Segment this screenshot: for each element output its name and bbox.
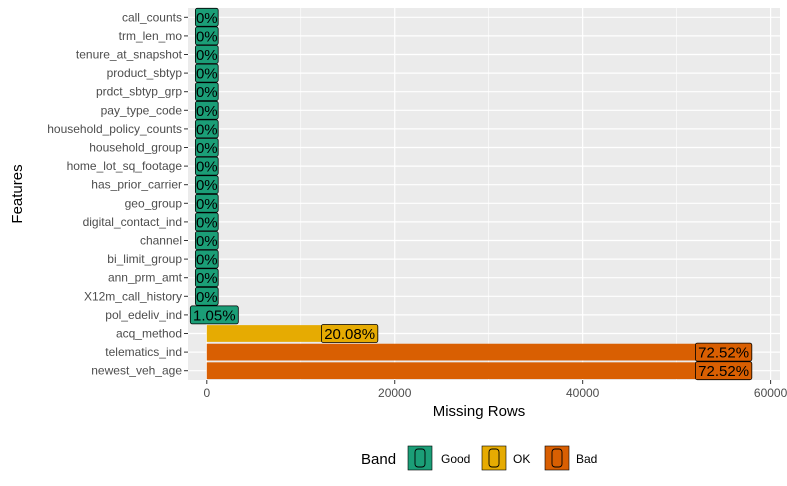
y-tick-label-ann_prm_amt: ann_prm_amt (108, 271, 183, 285)
y-tick-label-household_group: household_group (89, 141, 182, 155)
legend-key-glyph (551, 448, 563, 468)
bar-acq_method (206, 325, 350, 342)
y-tick-label-bi_limit_group: bi_limit_group (107, 252, 182, 266)
bar-label-tenure_at_snapshot: 0% (196, 47, 218, 64)
x-tick-label: 0 (203, 386, 210, 400)
bar-telematics_ind (206, 343, 724, 361)
bar-label-product_sbtyp: 0% (196, 66, 218, 83)
bar-label-X12m_call_history: 0% (196, 289, 218, 306)
legend-key-glyph (414, 448, 426, 468)
bar-label-newest_veh_age: 72.52% (698, 363, 749, 380)
y-tick-label-call_counts: call_counts (122, 10, 182, 24)
bar-label-box-tenure_at_snapshot (194, 45, 219, 64)
bar-label-household_policy_counts: 0% (196, 121, 218, 138)
bar-label-household_group: 0% (196, 140, 218, 157)
legend: Band Good OK Bad (361, 445, 597, 471)
bar-label-box-trm_len_mo (194, 26, 219, 46)
x-tick-label: 60000 (754, 386, 787, 400)
y-tick-label-X12m_call_history: X12m_call_history (84, 289, 182, 303)
y-tick-label-newest_veh_age: newest_veh_age (91, 364, 182, 378)
bar-label-box-has_prior_carrier (194, 175, 219, 195)
legend-key-glyph (488, 448, 500, 468)
bar-label-box-household_policy_counts (194, 119, 219, 139)
bar-label-box-product_sbtyp (194, 63, 219, 83)
legend-item-good: Good (407, 445, 470, 471)
bar-label-box-prdct_sbtyp_grp (194, 82, 219, 102)
bar-label-box-home_lot_sq_footage (194, 156, 219, 176)
bar-label-box-household_group (194, 138, 219, 157)
bars-group (206, 306, 724, 380)
bar-label-bi_limit_group: 0% (196, 252, 218, 269)
bar-label-ann_prm_amt: 0% (196, 270, 218, 287)
y-tick-label-has_prior_carrier: has_prior_carrier (91, 178, 182, 192)
legend-title: Band (361, 451, 396, 468)
y-tick-label-channel: channel (140, 234, 182, 248)
bar-label-box-bi_limit_group (194, 249, 219, 269)
bar-label-box-acq_method (321, 324, 379, 343)
bar-label-channel: 0% (196, 233, 218, 250)
bar-label-pay_type_code: 0% (196, 103, 218, 120)
y-tick-label-acq_method: acq_method (116, 327, 182, 341)
bar-label-pol_edeliv_ind: 1.05% (193, 307, 236, 324)
legend-item-bad: Bad (544, 445, 597, 471)
bar-label-acq_method: 20.08% (324, 326, 375, 343)
y-tick-label-prdct_sbtyp_grp: prdct_sbtyp_grp (96, 85, 182, 99)
legend-label-ok: OK (513, 452, 530, 466)
bar-label-digital_contact_ind: 0% (196, 214, 218, 231)
x-axis: 0 20000 40000 60000 (203, 380, 787, 400)
bar-label-box-digital_contact_ind (194, 212, 219, 232)
y-tick-label-telematics_ind: telematics_ind (105, 345, 182, 359)
bar-label-call_counts: 0% (196, 10, 218, 27)
bar-label-box-call_counts (194, 7, 219, 27)
bar-label-box-channel (194, 231, 219, 250)
bar-label-home_lot_sq_footage: 0% (196, 159, 218, 176)
y-tick-label-pol_edeliv_ind: pol_edeliv_ind (105, 308, 182, 322)
legend-label-good: Good (441, 452, 470, 466)
bar-label-box-telematics_ind (695, 342, 753, 362)
bar-label-geo_group: 0% (196, 196, 218, 213)
legend-item-ok: OK (481, 445, 530, 471)
grid-lines (188, 8, 780, 380)
bar-newest_veh_age (206, 362, 724, 380)
y-axis-title: Features (9, 164, 26, 223)
panel-background (188, 8, 780, 380)
bar-label-box-pay_type_code (194, 100, 219, 120)
bar-label-box-newest_veh_age (695, 361, 753, 381)
y-tick-label-geo_group: geo_group (125, 196, 183, 210)
bar-label-prdct_sbtyp_grp: 0% (196, 84, 218, 101)
bar-label-box-X12m_call_history (194, 286, 219, 306)
y-tick-label-home_lot_sq_footage: home_lot_sq_footage (67, 159, 183, 173)
y-tick-label-household_policy_counts: household_policy_counts (47, 122, 182, 136)
x-axis-title: Missing Rows (433, 403, 526, 420)
y-axis: call_counts trm_len_mo tenure_at_snapshotp… (47, 10, 188, 378)
bar-labels-group: 0%0%0%0%0%0%0%0%0%0%0%0%0%0%0%0%1.05%20.… (189, 7, 753, 381)
x-tick-label: 40000 (566, 386, 600, 400)
y-tick-label-tenure_at_snapshot: tenure_at_snapshot (76, 48, 183, 62)
x-tick-label: 20000 (378, 386, 412, 400)
y-tick-label-pay_type_code: pay_type_code (101, 103, 183, 117)
y-tick-label-digital_contact_ind: digital_contact_ind (83, 215, 182, 229)
bar-label-has_prior_carrier: 0% (196, 177, 218, 194)
legend-label-bad: Bad (576, 452, 597, 466)
bar-label-telematics_ind: 72.52% (698, 345, 749, 362)
bar-label-box-pol_edeliv_ind (189, 305, 239, 325)
bar-label-box-geo_group (194, 193, 219, 213)
y-tick-label-trm_len_mo: trm_len_mo (119, 29, 183, 43)
y-tick-label-product_sbtyp: product_sbtyp (107, 66, 183, 80)
bar-label-trm_len_mo: 0% (196, 28, 218, 45)
bar-label-box-ann_prm_amt (194, 268, 219, 288)
